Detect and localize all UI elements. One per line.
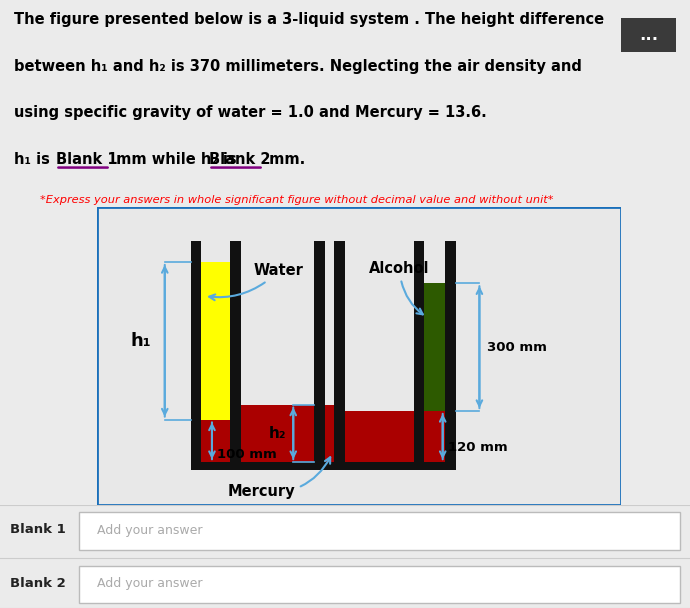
Bar: [314, 241, 325, 462]
Bar: [191, 241, 201, 462]
Bar: [445, 241, 456, 462]
Bar: [334, 241, 344, 462]
Bar: [201, 262, 230, 420]
Bar: [424, 411, 445, 470]
Text: Blank 1: Blank 1: [10, 523, 66, 536]
Text: The figure presented below is a 3-liquid system . The height difference: The figure presented below is a 3-liquid…: [14, 12, 604, 27]
Text: *Express your answers in whole significant figure without decimal value and with: *Express your answers in whole significa…: [40, 195, 554, 205]
Bar: [191, 241, 201, 462]
Bar: [191, 462, 456, 470]
Bar: [230, 241, 241, 462]
Bar: [424, 283, 445, 411]
Bar: [201, 420, 230, 470]
Text: Blank 1: Blank 1: [55, 152, 117, 167]
Text: between h₁ and h₂ is 370 millimeters. Neglecting the air density and: between h₁ and h₂ is 370 millimeters. Ne…: [14, 58, 582, 74]
Text: ...: ...: [639, 26, 658, 44]
Bar: [344, 411, 414, 470]
Text: Add your answer: Add your answer: [97, 525, 202, 537]
Text: Blank 2: Blank 2: [10, 577, 66, 590]
Text: Alcohol: Alcohol: [369, 261, 430, 314]
Text: mm.: mm.: [264, 152, 305, 167]
Text: mm while h₂ is: mm while h₂ is: [110, 152, 242, 167]
Bar: [334, 241, 344, 462]
Bar: [230, 241, 241, 462]
Bar: [325, 405, 334, 470]
FancyBboxPatch shape: [97, 207, 621, 505]
FancyBboxPatch shape: [79, 513, 680, 550]
FancyBboxPatch shape: [79, 566, 680, 603]
Text: using specific gravity of water = 1.0 and Mercury = 13.6.: using specific gravity of water = 1.0 an…: [14, 105, 486, 120]
Text: Blank 2: Blank 2: [208, 152, 270, 167]
Text: Add your answer: Add your answer: [97, 577, 202, 590]
Bar: [201, 420, 445, 470]
Bar: [241, 405, 314, 470]
Text: Water: Water: [209, 263, 304, 300]
Text: 100 mm: 100 mm: [217, 449, 277, 461]
Bar: [314, 241, 325, 462]
Bar: [191, 462, 456, 470]
Text: h₂: h₂: [269, 426, 286, 441]
Text: 300 mm: 300 mm: [487, 340, 547, 354]
Text: h₁ is: h₁ is: [14, 152, 55, 167]
Bar: [445, 241, 456, 462]
Text: h₁: h₁: [131, 332, 152, 350]
Text: 120 mm: 120 mm: [448, 441, 508, 454]
Bar: [414, 241, 424, 462]
Bar: [414, 241, 424, 462]
Text: Mercury: Mercury: [228, 457, 331, 499]
